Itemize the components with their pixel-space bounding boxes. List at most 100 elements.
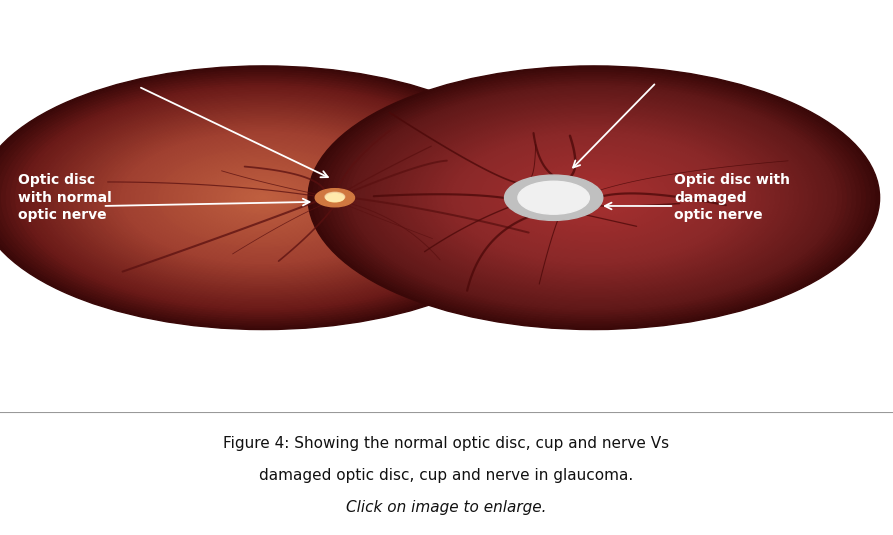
Ellipse shape: [355, 88, 832, 308]
Ellipse shape: [575, 189, 613, 207]
Ellipse shape: [380, 99, 808, 296]
Ellipse shape: [159, 149, 368, 246]
Ellipse shape: [35, 92, 492, 303]
Ellipse shape: [206, 171, 321, 224]
Ellipse shape: [527, 167, 661, 228]
Text: Click on image to enlarge.: Click on image to enlarge.: [346, 500, 547, 515]
Ellipse shape: [11, 81, 516, 314]
Ellipse shape: [522, 165, 665, 231]
Ellipse shape: [408, 112, 780, 284]
Ellipse shape: [351, 86, 837, 310]
Ellipse shape: [96, 121, 430, 274]
Ellipse shape: [254, 193, 273, 202]
Ellipse shape: [49, 99, 478, 296]
Ellipse shape: [561, 182, 627, 213]
Text: Optic Nerve in
Eye with Glaucoma: Optic Nerve in Eye with Glaucoma: [505, 354, 683, 396]
Ellipse shape: [0, 73, 535, 323]
Ellipse shape: [565, 185, 622, 211]
Ellipse shape: [221, 178, 306, 218]
Ellipse shape: [25, 88, 502, 308]
Ellipse shape: [398, 108, 789, 288]
Ellipse shape: [45, 97, 482, 299]
Ellipse shape: [418, 117, 770, 279]
Ellipse shape: [68, 108, 459, 288]
Ellipse shape: [532, 169, 655, 226]
Text: Damaged
optic cup: Damaged optic cup: [621, 34, 695, 65]
Text: Normal
optic cup: Normal optic cup: [63, 34, 134, 65]
Ellipse shape: [484, 147, 704, 248]
Ellipse shape: [422, 119, 765, 277]
Text: damaged optic disc, cup and nerve in glaucoma.: damaged optic disc, cup and nerve in gla…: [259, 469, 634, 484]
Ellipse shape: [102, 123, 425, 272]
Ellipse shape: [225, 180, 302, 215]
Ellipse shape: [6, 79, 521, 316]
Ellipse shape: [475, 143, 713, 253]
Ellipse shape: [125, 134, 402, 262]
Ellipse shape: [341, 81, 847, 314]
Ellipse shape: [404, 110, 784, 286]
Ellipse shape: [63, 105, 463, 290]
Ellipse shape: [130, 136, 396, 259]
Ellipse shape: [145, 143, 382, 253]
Ellipse shape: [249, 191, 278, 204]
Ellipse shape: [168, 154, 359, 242]
Ellipse shape: [30, 90, 497, 305]
Ellipse shape: [518, 163, 670, 233]
Ellipse shape: [259, 195, 268, 200]
Ellipse shape: [547, 176, 641, 220]
Ellipse shape: [59, 103, 468, 292]
Ellipse shape: [0, 75, 530, 321]
Ellipse shape: [580, 191, 608, 204]
Ellipse shape: [394, 105, 794, 290]
Ellipse shape: [427, 121, 761, 274]
Ellipse shape: [16, 83, 511, 312]
Ellipse shape: [541, 173, 647, 222]
Ellipse shape: [555, 180, 632, 215]
Circle shape: [505, 175, 603, 220]
Ellipse shape: [2, 77, 525, 318]
Ellipse shape: [139, 141, 388, 255]
Text: Optic disc
with normal
optic nerve: Optic disc with normal optic nerve: [18, 173, 112, 222]
Ellipse shape: [163, 151, 363, 244]
Ellipse shape: [365, 92, 822, 303]
Ellipse shape: [318, 70, 870, 325]
Ellipse shape: [346, 83, 841, 312]
Ellipse shape: [308, 66, 880, 330]
Ellipse shape: [327, 75, 861, 321]
Ellipse shape: [451, 132, 737, 264]
Ellipse shape: [389, 103, 798, 292]
Ellipse shape: [537, 171, 651, 224]
Ellipse shape: [173, 156, 354, 240]
Ellipse shape: [489, 149, 698, 246]
Ellipse shape: [54, 101, 473, 294]
Ellipse shape: [441, 127, 747, 268]
Ellipse shape: [121, 132, 406, 264]
Circle shape: [315, 189, 355, 207]
Ellipse shape: [21, 86, 506, 310]
Ellipse shape: [211, 173, 316, 222]
Ellipse shape: [465, 139, 722, 257]
Ellipse shape: [0, 66, 549, 330]
Ellipse shape: [504, 156, 684, 240]
Ellipse shape: [470, 141, 718, 255]
Ellipse shape: [584, 193, 604, 202]
Ellipse shape: [322, 73, 865, 323]
Ellipse shape: [178, 158, 349, 238]
Ellipse shape: [437, 125, 751, 270]
Ellipse shape: [455, 134, 732, 262]
Ellipse shape: [192, 165, 335, 231]
Ellipse shape: [337, 79, 851, 316]
Ellipse shape: [508, 158, 680, 238]
Ellipse shape: [313, 68, 875, 327]
Ellipse shape: [384, 101, 804, 294]
Ellipse shape: [216, 176, 311, 220]
Ellipse shape: [570, 187, 618, 209]
Ellipse shape: [39, 95, 488, 301]
Ellipse shape: [239, 187, 288, 209]
Ellipse shape: [188, 163, 339, 233]
Ellipse shape: [149, 145, 378, 250]
Ellipse shape: [78, 112, 449, 284]
Ellipse shape: [0, 70, 539, 325]
Text: Optic disc with
damaged
optic nerve: Optic disc with damaged optic nerve: [674, 173, 790, 222]
Ellipse shape: [0, 68, 545, 327]
